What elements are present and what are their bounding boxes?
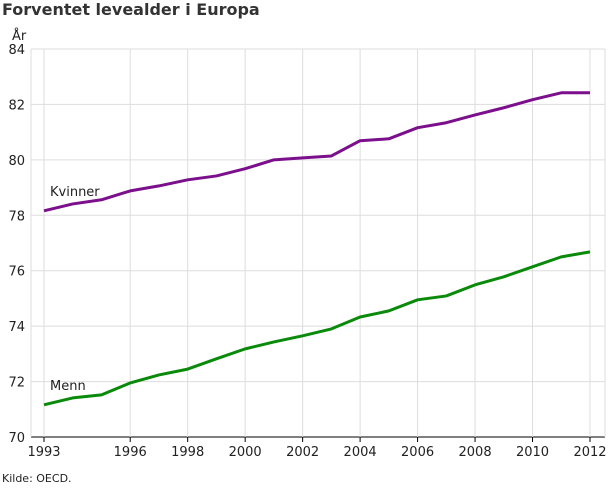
x-tick-label: 2012 [573, 445, 606, 460]
y-tick-label: 84 [8, 43, 25, 58]
x-tick-label: 1993 [27, 445, 60, 460]
series-line-menn [43, 250, 591, 407]
y-tick-label: 74 [8, 320, 25, 335]
source-note: Kilde: OECD. [2, 472, 72, 485]
y-tick-label: 82 [8, 98, 25, 113]
x-tick-label: 1998 [171, 445, 204, 460]
x-tick-label: 2010 [516, 445, 549, 460]
x-tick-label: 2002 [286, 445, 319, 460]
y-tick-label: 78 [8, 209, 25, 224]
x-tick-label: 2008 [459, 445, 492, 460]
series-line-kvinner [43, 91, 590, 213]
series-label-kvinner: Kvinner [50, 185, 100, 200]
x-tick-label: 1996 [114, 445, 147, 460]
y-axis-label: År [12, 28, 27, 44]
x-tick-label: 2006 [401, 445, 434, 460]
y-tick-label: 70 [8, 431, 25, 446]
y-tick-label: 72 [8, 376, 25, 391]
x-tick-label: 2004 [344, 445, 377, 460]
y-tick-label: 76 [8, 265, 25, 280]
y-tick-label: 80 [8, 154, 25, 169]
chart-title: Forventet levealder i Europa [2, 0, 260, 19]
x-tick-label: 2000 [229, 445, 262, 460]
series-label-menn: Menn [50, 379, 86, 394]
